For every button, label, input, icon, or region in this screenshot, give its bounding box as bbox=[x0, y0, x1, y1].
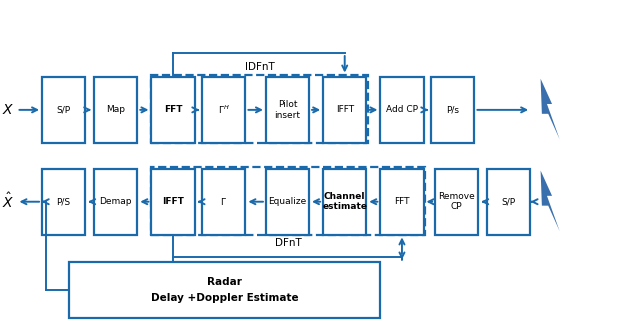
FancyBboxPatch shape bbox=[266, 77, 309, 143]
FancyBboxPatch shape bbox=[487, 169, 530, 235]
Text: Map: Map bbox=[106, 105, 125, 114]
Text: $\Gamma^H$: $\Gamma^H$ bbox=[218, 104, 230, 116]
Text: FFT: FFT bbox=[163, 105, 183, 114]
Text: $X$: $X$ bbox=[2, 103, 15, 117]
FancyBboxPatch shape bbox=[94, 169, 137, 235]
Text: Pilot
insert: Pilot insert bbox=[275, 100, 300, 120]
Text: Delay +Doppler Estimate: Delay +Doppler Estimate bbox=[151, 294, 298, 303]
FancyBboxPatch shape bbox=[266, 169, 309, 235]
FancyBboxPatch shape bbox=[323, 77, 366, 143]
Text: $\hat{X}$: $\hat{X}$ bbox=[2, 192, 15, 211]
Text: P/S: P/S bbox=[57, 197, 71, 206]
FancyBboxPatch shape bbox=[380, 77, 424, 143]
Text: Add CP: Add CP bbox=[386, 105, 418, 114]
Polygon shape bbox=[541, 171, 560, 231]
Text: IFFT: IFFT bbox=[162, 197, 184, 206]
FancyBboxPatch shape bbox=[202, 169, 245, 235]
Text: S/P: S/P bbox=[57, 105, 71, 114]
FancyBboxPatch shape bbox=[42, 77, 85, 143]
Text: Remove
CP: Remove CP bbox=[438, 192, 475, 212]
Polygon shape bbox=[541, 79, 560, 139]
Text: Radar: Radar bbox=[207, 277, 242, 287]
FancyBboxPatch shape bbox=[42, 169, 85, 235]
Text: IFFT: IFFT bbox=[336, 105, 354, 114]
Text: DFnT: DFnT bbox=[275, 238, 301, 248]
FancyBboxPatch shape bbox=[431, 77, 474, 143]
Text: $\Gamma$: $\Gamma$ bbox=[221, 196, 227, 207]
FancyBboxPatch shape bbox=[151, 169, 195, 235]
Text: IDFnT: IDFnT bbox=[245, 62, 274, 72]
FancyBboxPatch shape bbox=[151, 77, 195, 143]
Text: P/s: P/s bbox=[446, 105, 459, 114]
Text: FFT: FFT bbox=[394, 197, 410, 206]
FancyBboxPatch shape bbox=[435, 169, 478, 235]
FancyBboxPatch shape bbox=[323, 169, 366, 235]
FancyBboxPatch shape bbox=[94, 77, 137, 143]
FancyBboxPatch shape bbox=[202, 77, 245, 143]
FancyBboxPatch shape bbox=[69, 262, 380, 318]
Text: S/P: S/P bbox=[502, 197, 516, 206]
Text: Demap: Demap bbox=[99, 197, 132, 206]
Text: Equalize: Equalize bbox=[268, 197, 307, 206]
Text: Channel
estimate: Channel estimate bbox=[322, 192, 367, 212]
FancyBboxPatch shape bbox=[380, 169, 424, 235]
